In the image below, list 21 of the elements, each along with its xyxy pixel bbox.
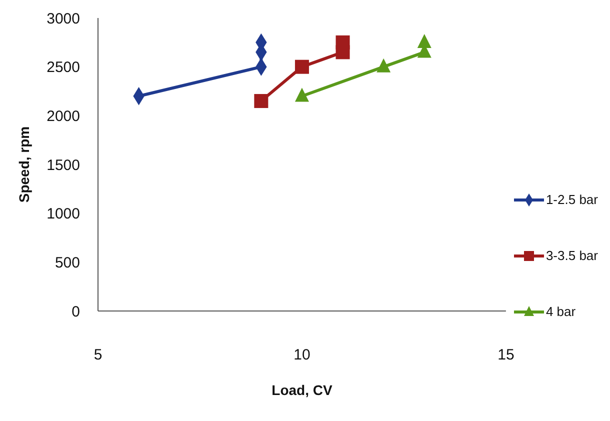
x-tick-label: 15 xyxy=(498,346,514,364)
point xyxy=(336,35,350,50)
legend-label: 1-2.5 bar xyxy=(546,192,598,207)
legend-label: 4 bar xyxy=(546,304,576,319)
y-tick-label: 1500 xyxy=(46,156,80,174)
y-tick-label: 1000 xyxy=(46,206,80,223)
point xyxy=(294,88,309,102)
point xyxy=(294,60,309,74)
point xyxy=(376,58,391,72)
legend-label: 3-3.5 bar xyxy=(546,248,598,263)
point xyxy=(254,94,268,108)
x-tick-label: 5 xyxy=(94,346,102,364)
y-tick-label: 3000 xyxy=(46,10,80,28)
y-tick-label: 2000 xyxy=(46,108,80,125)
y-tick-label: 500 xyxy=(54,254,80,272)
y-tick-label: 2500 xyxy=(46,59,80,76)
x-tick-label: 10 xyxy=(294,346,310,364)
point xyxy=(417,34,432,48)
y-axis-title: Speed, rpm xyxy=(16,126,32,203)
y-tick-label: 0 xyxy=(72,303,80,320)
x-axis-title: Load, CV xyxy=(272,382,333,398)
